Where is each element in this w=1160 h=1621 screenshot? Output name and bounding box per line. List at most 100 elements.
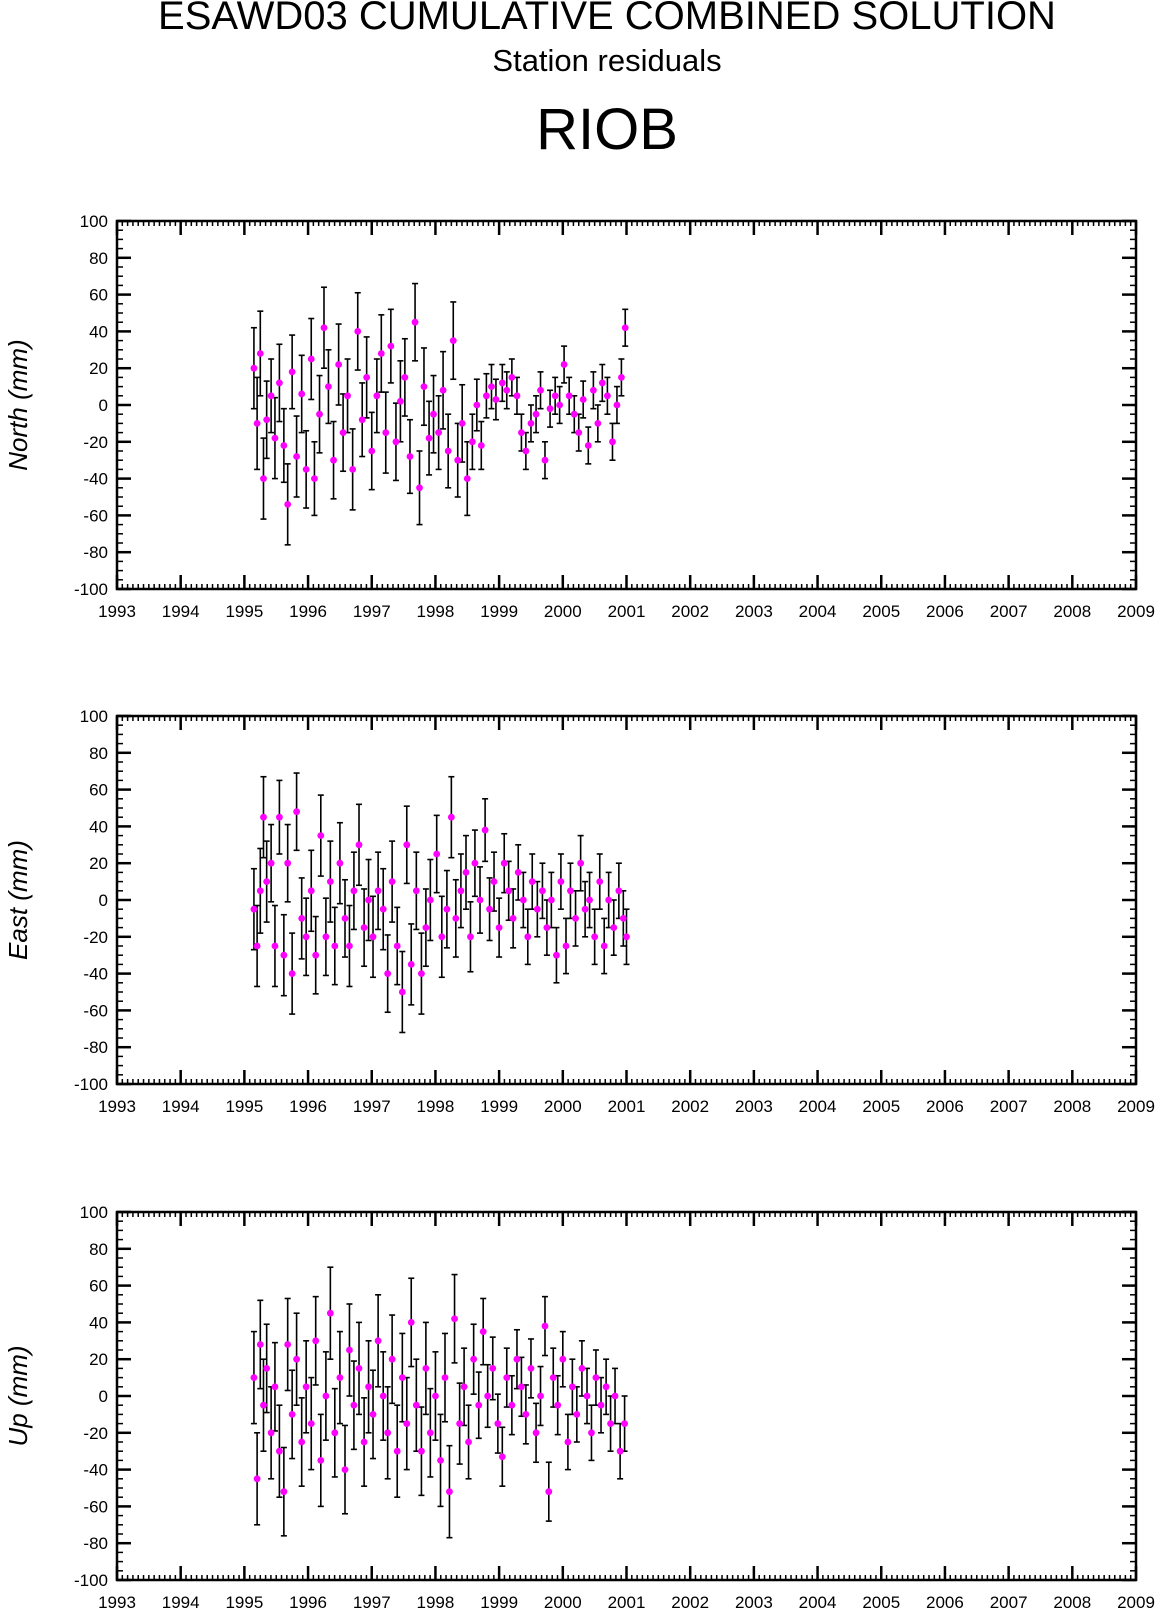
y-tick-label: 100 [80, 1203, 108, 1222]
x-tick-label: 2009 [1117, 1097, 1155, 1116]
data-point [477, 442, 485, 449]
x-tick-label: 2005 [862, 602, 900, 621]
data-point [369, 933, 377, 941]
x-tick-label: 2000 [544, 602, 582, 621]
data-point [562, 942, 570, 950]
x-tick-label: 2007 [990, 602, 1028, 621]
data-point [533, 905, 541, 913]
data-point [522, 1411, 530, 1418]
data-point [403, 841, 411, 849]
data-point [379, 1392, 387, 1400]
data-point [476, 896, 484, 904]
data-point [393, 1447, 401, 1455]
data-point [250, 1374, 258, 1381]
x-tick-label: 1997 [353, 1097, 391, 1116]
x-tick-label: 2005 [862, 1593, 900, 1612]
x-tick-label: 2004 [799, 1097, 837, 1116]
data-point [263, 878, 271, 885]
data-point [374, 887, 382, 895]
data-point [311, 475, 318, 482]
station-name: RIOB [536, 97, 678, 162]
data-point [432, 1392, 439, 1400]
data-point [426, 1429, 434, 1437]
y-tick-label: -80 [83, 543, 108, 562]
data-point [412, 1401, 420, 1409]
data-point [451, 1315, 458, 1323]
plot-frame [115, 714, 1138, 1086]
x-tick-label: 1997 [353, 602, 391, 621]
y-tick-label: -60 [83, 1001, 108, 1020]
data-point [602, 1383, 610, 1391]
data-point [350, 887, 358, 895]
data-point [621, 324, 629, 332]
x-tick-label: 2001 [608, 1593, 646, 1612]
data-point [288, 1411, 296, 1418]
data-point [253, 942, 261, 950]
data-point [568, 1383, 576, 1391]
data-point [524, 933, 532, 941]
data-point [435, 429, 443, 436]
data-point [373, 392, 381, 400]
data-point [271, 942, 279, 950]
data-point [263, 1365, 271, 1372]
data-point [447, 813, 455, 821]
data-point [475, 1401, 483, 1409]
data-point [454, 456, 462, 464]
x-tick-label: 2002 [671, 1097, 709, 1116]
data-point [260, 813, 267, 821]
data-point [336, 1374, 344, 1381]
x-tick-label: 2002 [671, 1593, 709, 1612]
data-point [560, 361, 568, 368]
x-tick-label: 2000 [544, 1097, 582, 1116]
data-point [481, 826, 489, 834]
data-point [564, 1438, 572, 1446]
data-point [307, 1420, 315, 1427]
data-point [322, 1392, 330, 1400]
data-point [553, 951, 560, 959]
data-point [600, 942, 608, 950]
data-point [276, 379, 283, 387]
data-point [253, 420, 261, 427]
y-axis-label: North (mm) [3, 339, 33, 470]
data-point [398, 988, 406, 996]
data-point [591, 933, 599, 941]
data-point [433, 850, 441, 858]
data-point [312, 951, 320, 959]
data-point [494, 1420, 502, 1427]
data-point [256, 350, 264, 357]
x-tick-label: 1996 [289, 1097, 327, 1116]
data-point [446, 1488, 453, 1496]
y-tick-label: 0 [99, 396, 108, 415]
data-point [411, 318, 419, 326]
data-point [486, 905, 493, 913]
data-point [603, 392, 611, 400]
data-point [326, 1309, 334, 1317]
data-point [508, 374, 516, 381]
data-point [412, 887, 420, 895]
data-point [320, 324, 328, 332]
data-point [280, 951, 288, 959]
x-tick-label: 1996 [289, 602, 327, 621]
y-tick-label: -20 [83, 433, 108, 452]
data-point [541, 1322, 549, 1330]
data-point [384, 970, 392, 977]
x-tick-label: 1998 [417, 602, 455, 621]
data-point [418, 970, 425, 977]
data-point [556, 401, 564, 409]
x-tick-label: 2006 [926, 1593, 964, 1612]
x-tick-label: 1999 [480, 1097, 518, 1116]
data-point [441, 1374, 449, 1381]
y-tick-label: -100 [74, 580, 108, 599]
data-point [331, 1429, 339, 1437]
data-point [284, 859, 292, 867]
data-point [256, 1341, 264, 1348]
data-point [468, 438, 476, 446]
data-point [293, 453, 300, 460]
y-tick-label: 60 [89, 781, 108, 800]
data-point [263, 416, 271, 424]
data-point [443, 905, 451, 913]
data-point [298, 1438, 306, 1446]
data-point [554, 1401, 562, 1409]
data-point [498, 1453, 506, 1461]
y-tick-label: 40 [89, 1313, 108, 1332]
